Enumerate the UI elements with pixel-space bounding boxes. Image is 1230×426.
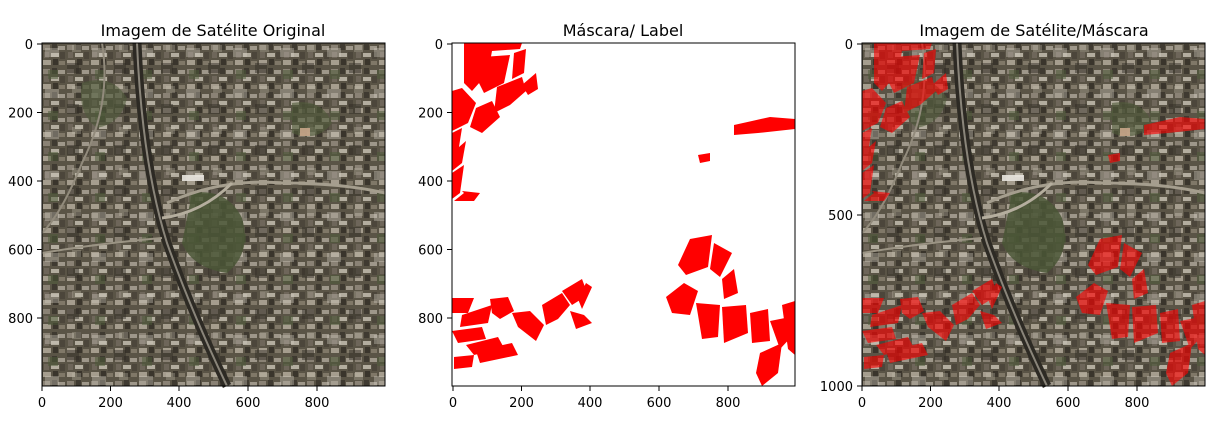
satellite-image	[42, 43, 385, 386]
y-tick-label: 0	[435, 38, 443, 53]
y-tick-label: 600	[418, 244, 443, 259]
x-tick-label: 600	[236, 396, 261, 411]
y-tick-label: 400	[8, 175, 33, 190]
x-tick-label: 800	[1125, 396, 1150, 411]
panel-title: Máscara/ Label	[563, 21, 684, 40]
x-tick-label: 800	[716, 396, 741, 411]
axis-ticks: 0 200 400 600 800 0 500 1000	[820, 38, 1150, 411]
y-tick-label: 500	[828, 209, 853, 224]
x-tick-label: 0	[38, 396, 46, 411]
axis-ticks: 0 200 400 600 800 0 200 400 600 800	[8, 38, 329, 411]
y-tick-label: 200	[418, 107, 443, 122]
x-tick-label: 400	[578, 396, 603, 411]
x-tick-label: 600	[1056, 396, 1081, 411]
y-tick-label: 0	[25, 38, 33, 53]
x-tick-label: 200	[509, 396, 534, 411]
y-tick-label: 0	[845, 38, 853, 53]
y-tick-label: 400	[418, 175, 443, 190]
x-tick-label: 0	[858, 396, 866, 411]
y-tick-label: 600	[8, 244, 33, 259]
x-tick-label: 200	[98, 396, 123, 411]
panel-title: Imagem de Satélite Original	[101, 21, 326, 40]
y-tick-label: 800	[8, 312, 33, 327]
x-tick-label: 200	[918, 396, 943, 411]
panel-satellite: Imagem de Satélite Original 0 200 400 60…	[8, 21, 385, 411]
x-tick-label: 0	[449, 396, 457, 411]
panel-title: Imagem de Satélite/Máscara	[919, 21, 1148, 40]
axis-ticks: 0 200 400 600 800 0 200 400 600 800	[418, 38, 740, 411]
x-tick-label: 800	[305, 396, 330, 411]
y-tick-label: 800	[418, 312, 443, 327]
x-tick-label: 400	[167, 396, 192, 411]
x-tick-label: 400	[987, 396, 1012, 411]
panel-overlay: Imagem de Satélite/Máscara 0 200 400 600…	[820, 21, 1205, 411]
y-tick-label: 200	[8, 107, 33, 122]
y-tick-label: 1000	[820, 380, 853, 395]
x-tick-label: 600	[647, 396, 672, 411]
panel-mask: Máscara/ Label 0 200 400 600 800 0 200 4…	[418, 21, 796, 411]
